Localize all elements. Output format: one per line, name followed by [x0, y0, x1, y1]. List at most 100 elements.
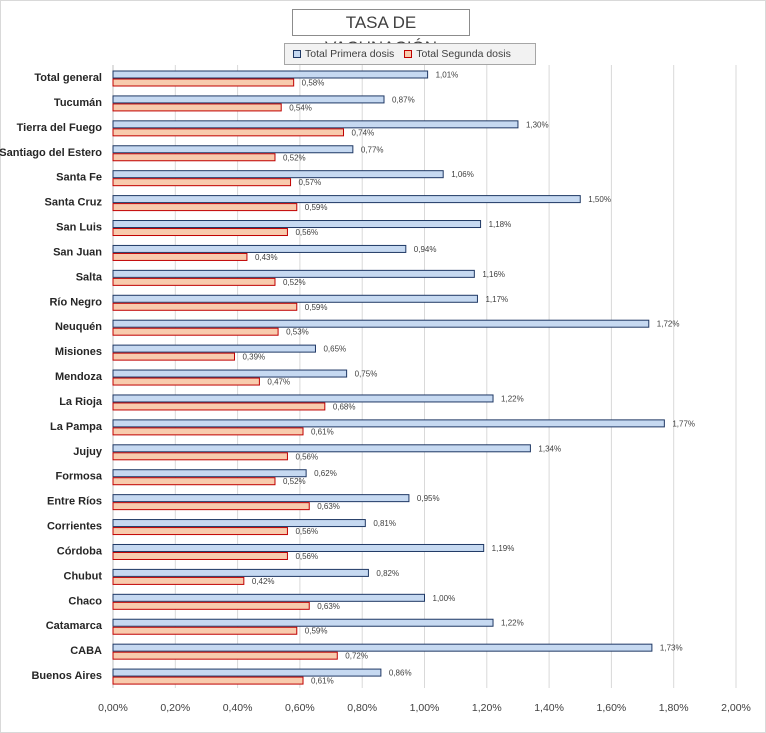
bar [112, 668, 382, 677]
data-label: 0,75% [355, 370, 378, 379]
bar [112, 170, 444, 179]
bar [112, 369, 348, 378]
bar [112, 576, 245, 585]
bar [112, 294, 478, 303]
data-label: 0,68% [333, 402, 356, 411]
data-label: 0,95% [417, 494, 440, 503]
data-label: 0,56% [295, 452, 318, 461]
bar [112, 95, 385, 104]
category-label: Santa Cruz [45, 197, 103, 209]
x-tick-label: 0,00% [98, 702, 128, 714]
bar [112, 103, 282, 112]
data-label: 0,57% [299, 178, 322, 187]
data-label: 1,73% [660, 644, 683, 653]
bar [112, 527, 288, 536]
data-label: 1,18% [489, 220, 512, 229]
category-label: Mendoza [55, 371, 103, 383]
bar [112, 419, 665, 428]
data-label: 0,43% [255, 253, 278, 262]
bar [112, 120, 519, 129]
bar [112, 444, 531, 453]
data-label: 0,52% [283, 153, 306, 162]
data-label: 0,72% [345, 652, 368, 661]
bar [112, 494, 410, 503]
legend-item-primera: Total Primera dosis [293, 48, 394, 60]
category-label: Jujuy [73, 446, 103, 458]
bar [112, 78, 295, 87]
bar [112, 195, 581, 204]
category-label: Corrientes [47, 521, 102, 533]
bar [112, 593, 425, 602]
x-tick-label: 1,80% [659, 702, 689, 714]
x-tick-label: 1,40% [534, 702, 564, 714]
data-label: 0,56% [295, 228, 318, 237]
bar [112, 551, 288, 560]
bar [112, 352, 235, 361]
data-label: 0,58% [302, 79, 325, 88]
data-label: 1,77% [672, 419, 695, 428]
data-label: 0,52% [283, 278, 306, 287]
data-label: 1,17% [485, 295, 508, 304]
x-tick-label: 0,80% [347, 702, 377, 714]
data-label: 0,39% [242, 353, 265, 362]
bar [112, 244, 407, 253]
data-label: 0,62% [314, 469, 337, 478]
bar [112, 327, 279, 336]
bar [112, 543, 485, 552]
bar [112, 153, 276, 162]
bar [112, 402, 326, 411]
bar [112, 651, 338, 660]
data-label: 0,86% [389, 669, 412, 678]
bar [112, 178, 292, 187]
bar [112, 427, 304, 436]
data-label: 0,87% [392, 95, 415, 104]
data-label: 1,22% [501, 619, 524, 628]
bar [112, 252, 248, 261]
bar [112, 477, 276, 486]
data-label: 0,81% [373, 519, 396, 528]
data-label: 1,30% [526, 120, 549, 129]
bar [112, 203, 298, 212]
bar [112, 676, 304, 685]
x-tick-label: 0,60% [285, 702, 315, 714]
legend-swatch-primera [293, 50, 301, 58]
category-label: San Juan [53, 246, 102, 258]
data-label: 1,34% [538, 444, 561, 453]
bar [112, 626, 298, 635]
x-tick-label: 0,20% [160, 702, 190, 714]
data-label: 1,50% [588, 195, 611, 204]
category-label: Chubut [64, 570, 103, 582]
category-label: Tucumán [54, 97, 102, 109]
category-label: Total general [34, 72, 102, 84]
chart-legend: Total Primera dosis Total Segunda dosis [284, 43, 536, 65]
data-label: 1,01% [436, 71, 459, 80]
x-tick-label: 0,40% [223, 702, 253, 714]
data-label: 0,63% [317, 502, 340, 511]
bar [112, 568, 369, 577]
category-label: Catamarca [46, 620, 103, 632]
bar [112, 469, 307, 478]
bar [112, 145, 354, 154]
category-label: Entre Ríos [47, 496, 102, 508]
bar [112, 601, 310, 610]
category-label: Córdoba [57, 545, 103, 557]
data-label: 0,59% [305, 303, 328, 312]
bar [112, 269, 475, 278]
legend-label-segunda: Total Segunda dosis [416, 48, 511, 60]
bar [112, 643, 653, 652]
category-label: Neuquén [55, 321, 102, 333]
bar [112, 277, 276, 286]
bar [112, 452, 288, 461]
category-label: Formosa [56, 471, 103, 483]
legend-swatch-segunda [404, 50, 413, 58]
data-label: 0,61% [311, 677, 334, 686]
data-label: 1,16% [482, 270, 505, 279]
bar [112, 220, 482, 229]
data-label: 0,54% [289, 103, 312, 112]
data-label: 0,65% [323, 345, 346, 354]
category-label: Salta [76, 271, 103, 283]
bar [112, 70, 429, 79]
bar [112, 519, 366, 528]
category-label: San Luis [56, 222, 102, 234]
